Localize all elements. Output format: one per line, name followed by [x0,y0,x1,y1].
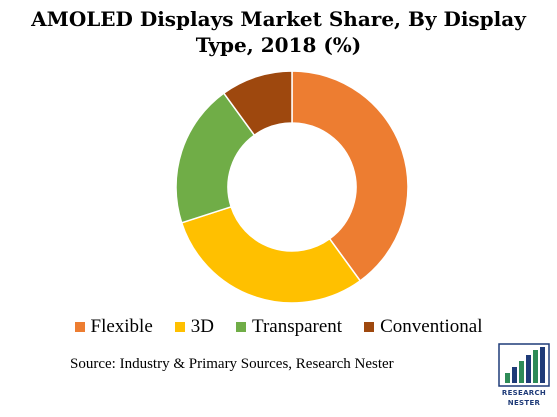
chart-title: AMOLED Displays Market Share, By Display… [0,6,557,58]
legend-item-transparent: Transparent [236,316,342,338]
logo-text-line1: RESEARCH [501,389,547,397]
chart-title-line1: AMOLED Displays Market Share, By Display [31,7,526,31]
chart-legend: Flexible 3D Transparent Conventional [0,316,557,338]
research-nester-logo: RESEARCH NESTER [498,343,550,411]
legend-swatch-flexible [74,322,85,332]
legend-label-3d: 3D [190,316,215,337]
legend-label-transparent: Transparent [252,316,343,337]
legend-swatch-transparent [236,322,247,332]
legend-item-conventional: Conventional [364,316,482,338]
logo-text-line2: NESTER [507,399,541,407]
legend-swatch-conventional [364,322,375,332]
legend-label-conventional: Conventional [380,316,483,337]
legend-item-flexible: Flexible [74,316,153,338]
legend-label-flexible: Flexible [90,316,153,337]
bar-chart-logo-icon [498,343,550,387]
legend-swatch-3d [174,322,185,332]
donut-slice-flexible [291,70,409,282]
chart-title-line2: Type, 2018 (%) [195,33,362,57]
donut-slice-3d [180,205,362,304]
donut-slice-conventional [222,70,293,137]
source-note: Source: Industry & Primary Sources, Rese… [70,356,394,372]
legend-item-3d: 3D [174,316,215,338]
